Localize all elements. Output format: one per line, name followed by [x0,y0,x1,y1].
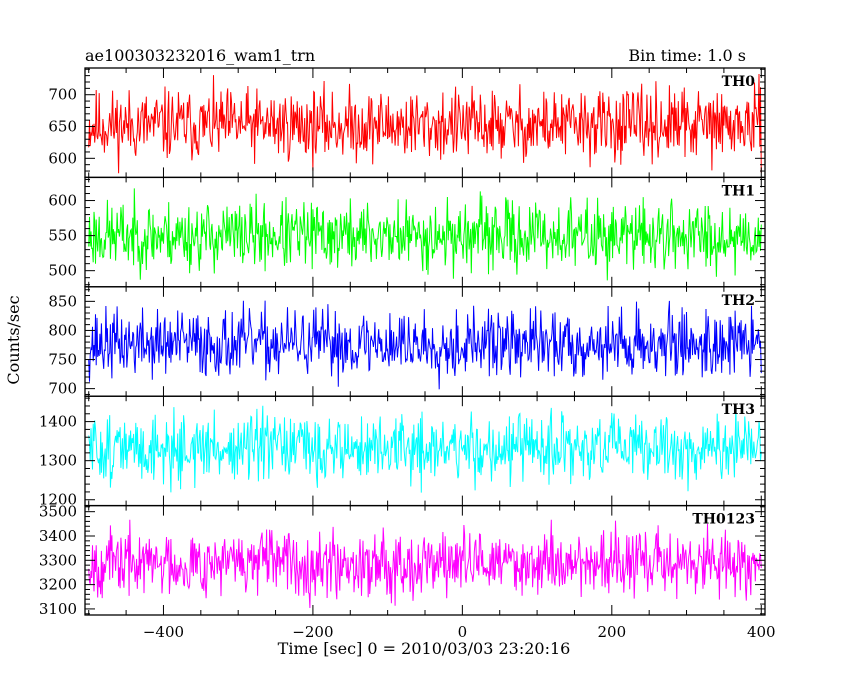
panel-label: TH1 [722,183,755,199]
y-tick-label: 500 [48,262,77,280]
panel-label: TH0123 [692,512,755,528]
y-tick-label: 700 [48,86,77,104]
panel-th0: 600 650 700 TH0 [48,67,766,179]
y-tick-label: 3200 [39,576,77,594]
y-tick-label: 800 [48,321,77,339]
x-axis-label: Time [sec] 0 = 2010/03/03 23:20:16 [278,639,571,658]
panel-frame [84,395,766,507]
y-axis-label: Counts/sec [4,295,23,384]
x-tick-label: −200 [292,623,333,641]
chart-title: ae100303232016_wam1_trn [85,46,315,65]
y-tick-label: 550 [48,227,77,245]
y-tick-label: 1300 [39,452,77,470]
y-tick-label: 3500 [39,503,77,521]
bin-time-label: Bin time: 1.0 s [628,46,746,65]
series-line-th0123 [88,519,762,609]
y-tick-label: 600 [48,149,77,167]
y-tick-label: 3300 [39,551,77,569]
x-tick-label: 400 [747,623,776,641]
panel-th2: 700 750 800 850 TH2 [48,286,766,398]
chart-panels: 600 650 700 TH0 500 550 600 TH1 700 750 800 850 TH2 1… [39,67,776,641]
x-tick-label: 200 [597,623,626,641]
y-tick-label: 850 [48,292,77,310]
y-tick-label: 750 [48,351,77,369]
panel-label: TH0 [722,74,756,90]
panel-th3: 1200 1300 1400 TH3 [39,395,766,509]
series-line-th1 [88,188,762,281]
x-tick-label: 0 [458,623,468,641]
panel-label: TH2 [722,293,755,309]
panel-frame [84,504,766,616]
panel-th1: 500 550 600 TH1 [48,176,766,288]
series-line-th2 [88,300,762,390]
x-tick-label: −400 [143,623,184,641]
y-tick-label: 3400 [39,527,77,545]
y-tick-label: 3100 [39,600,77,618]
y-tick-label: 1400 [39,413,77,431]
y-tick-label: 1200 [39,491,77,509]
y-tick-label: 700 [48,380,77,398]
panel-th0123: 3100 3200 3300 3400 3500 TH0123 [39,503,766,618]
y-tick-label: 650 [48,118,77,136]
series-line-th0 [88,73,762,174]
y-tick-label: 600 [48,192,77,210]
series-line-th3 [88,405,762,493]
panel-label: TH3 [722,402,755,418]
